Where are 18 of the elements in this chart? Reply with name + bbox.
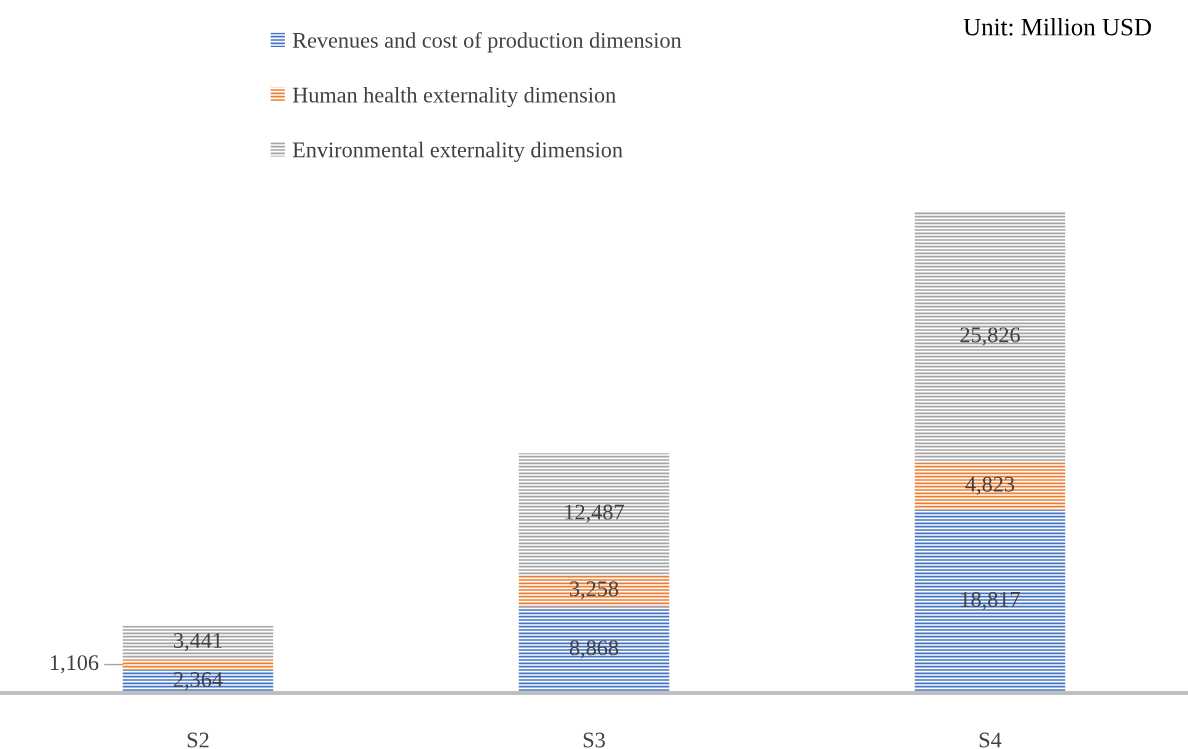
- x-tick-label: S3: [583, 732, 605, 748]
- data-label: 25,826: [960, 327, 1020, 346]
- x-tick-label: S2: [187, 732, 209, 748]
- legend-label: Human health externality dimension: [292, 86, 616, 108]
- x-tick-label: S4: [979, 732, 1002, 748]
- bar: [518, 453, 670, 575]
- bar: [122, 625, 274, 660]
- legend-label: Revenues and cost of production dimension: [292, 32, 682, 53]
- bar: [518, 606, 670, 693]
- data-label: 12,487: [565, 504, 624, 523]
- bar: [122, 659, 274, 670]
- bar: [914, 211, 1066, 463]
- text: Unit: Million USD: [963, 18, 1151, 36]
- data-label: 3,441: [174, 633, 222, 652]
- legend-label: Environmental externality dimension: [292, 141, 623, 162]
- bar: [914, 509, 1066, 693]
- data-label: 1,106: [50, 655, 99, 674]
- bar: [914, 462, 1066, 510]
